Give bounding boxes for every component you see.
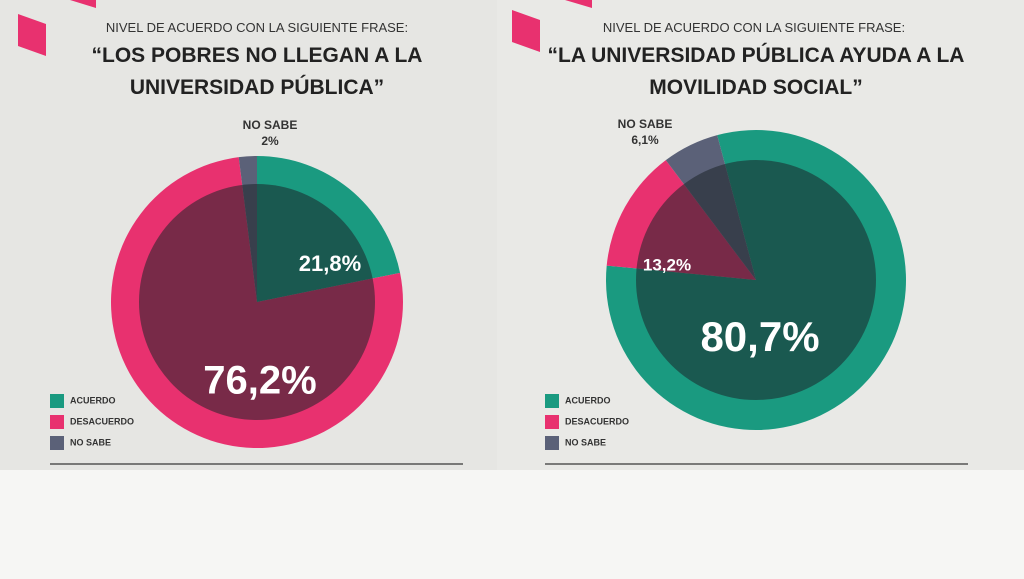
- legend-label: DESACUERDO: [70, 416, 134, 426]
- slice-category: NO SABE: [618, 117, 673, 131]
- decor: [70, 0, 96, 8]
- legend-label: ACUERDO: [70, 395, 116, 405]
- decor: [18, 14, 46, 56]
- legend-swatch: [545, 394, 559, 408]
- legend-label: ACUERDO: [565, 395, 611, 405]
- photo-overlay: [636, 160, 876, 400]
- subtitle: NIVEL DE ACUERDO CON LA SIGUIENTE FRASE:: [105, 20, 409, 35]
- title: “LOS POBRES NO LLEGAN A LA UNIVERSIDAD P…: [91, 44, 423, 99]
- decor: [565, 0, 592, 8]
- legend-swatch: [50, 436, 64, 450]
- value-label: 76,2%: [203, 359, 316, 403]
- legend-swatch: [545, 415, 559, 429]
- legend-label: NO SABE: [70, 437, 111, 447]
- legend-swatch: [50, 415, 64, 429]
- value-label: 2%: [261, 134, 279, 148]
- value-label: 80,7%: [700, 313, 819, 360]
- photo-overlay: [139, 184, 375, 420]
- subtitle: NIVEL DE ACUERDO CON LA SIGUIENTE FRASE:: [602, 20, 906, 35]
- legend-label: NO SABE: [565, 437, 606, 447]
- slice-category: NO SABE: [243, 118, 298, 132]
- legend-swatch: [545, 436, 559, 450]
- legend-swatch: [50, 394, 64, 408]
- title: “LA UNIVERSIDAD PÚBLICA AYUDA A LA MOVIL…: [547, 44, 965, 99]
- legend-label: DESACUERDO: [565, 416, 629, 426]
- value-label: 6,1%: [631, 133, 659, 147]
- value-label: 13,2%: [643, 255, 691, 274]
- value-label: 21,8%: [299, 251, 361, 276]
- decor: [512, 10, 540, 52]
